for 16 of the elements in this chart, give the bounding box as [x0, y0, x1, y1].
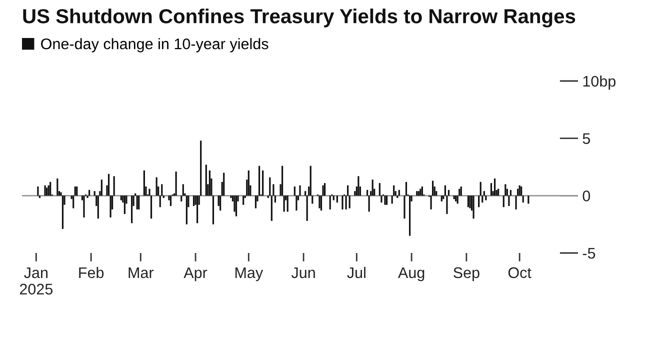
x-tick-label: Oct	[508, 267, 532, 278]
x-tick-label: Feb	[79, 266, 104, 278]
y-tick-label: 10bp	[583, 75, 616, 90]
x-tick-label: Aug	[398, 267, 424, 282]
legend-label: One-day change in 10-year yields	[41, 38, 268, 52]
x-tick-label: May	[235, 267, 264, 282]
x-tick-label: Jan 2025	[20, 267, 53, 295]
x-tick-label: Apr	[184, 267, 208, 282]
y-tick-label: 0	[582, 190, 590, 202]
y-tick-label: -5	[582, 248, 596, 259]
x-tick-label: Jul	[347, 266, 366, 278]
x-tick-label: Jun	[291, 267, 315, 278]
x-tick-label: Mar	[128, 267, 154, 278]
x-tick-label: Sep	[454, 267, 480, 282]
chart-title: US Shutdown Confines Treasury Yields to Narrow Ranges	[23, 8, 576, 28]
y-tick-label: 5	[582, 133, 590, 144]
